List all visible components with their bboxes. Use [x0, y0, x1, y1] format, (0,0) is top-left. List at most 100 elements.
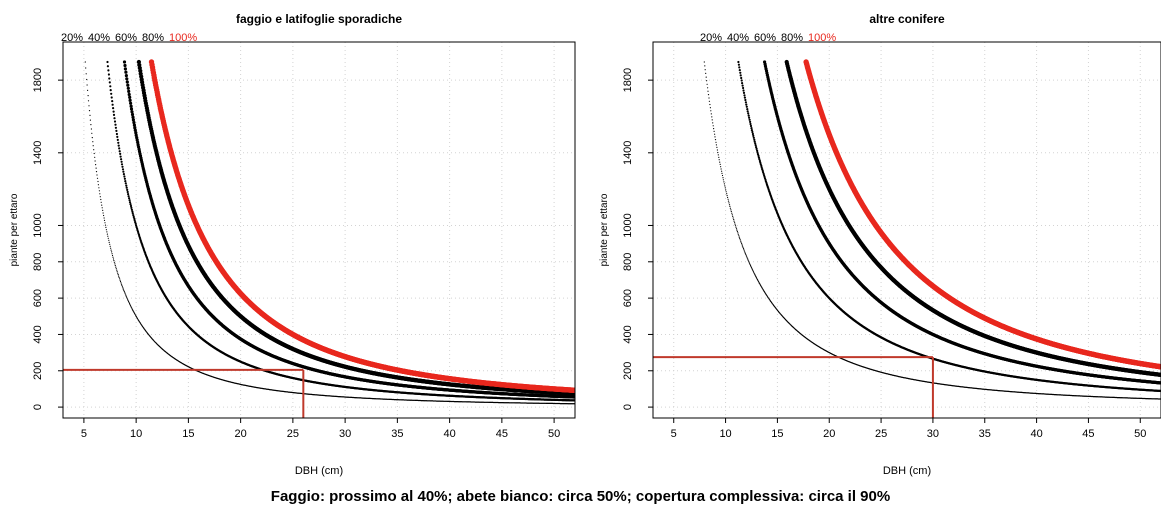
data-point	[721, 174, 724, 177]
data-point	[705, 72, 707, 74]
data-point	[88, 110, 91, 112]
series-20pct	[703, 61, 1161, 400]
data-point	[112, 107, 115, 110]
data-point	[725, 189, 727, 191]
data-point	[84, 61, 86, 63]
data-point	[126, 190, 129, 194]
x-tick-label: 45	[496, 428, 508, 440]
data-point	[110, 92, 113, 95]
data-point	[705, 76, 707, 78]
data-point	[108, 77, 111, 80]
data-point	[713, 130, 715, 132]
data-point	[85, 67, 87, 69]
data-point	[125, 80, 129, 84]
data-point	[131, 210, 134, 213]
data-point	[132, 214, 135, 217]
data-point	[123, 290, 125, 293]
data-point	[126, 86, 130, 90]
data-point	[720, 166, 722, 168]
data-point	[127, 195, 130, 198]
data-point	[716, 146, 718, 148]
data-point	[130, 208, 133, 211]
data-point	[91, 132, 93, 134]
data-point	[722, 179, 725, 181]
data-point	[98, 190, 100, 192]
series-label: 60%	[754, 32, 776, 44]
data-point	[115, 129, 118, 132]
data-point	[128, 201, 132, 204]
data-point	[715, 144, 718, 146]
data-point	[129, 104, 133, 108]
curves	[703, 59, 1161, 400]
data-point	[114, 126, 117, 129]
data-point	[128, 98, 132, 102]
data-point	[120, 283, 123, 285]
data-point	[120, 163, 124, 166]
data-point	[103, 219, 106, 221]
data-point	[96, 177, 99, 179]
data-point	[87, 95, 89, 97]
data-point	[710, 110, 712, 112]
data-point	[106, 233, 108, 235]
data-point	[99, 193, 101, 195]
data-point	[111, 103, 114, 106]
y-tick-label: 200	[32, 362, 44, 380]
data-point	[89, 119, 91, 121]
data-point	[112, 258, 115, 260]
data-point	[107, 73, 110, 76]
chart-title: faggio e latifoglie sporadiche	[236, 12, 402, 26]
data-point	[717, 151, 719, 154]
data-point	[126, 296, 128, 298]
data-point	[86, 84, 88, 86]
data-point	[93, 149, 95, 151]
data-point	[716, 149, 719, 151]
data-point	[92, 145, 94, 147]
data-point	[120, 158, 123, 161]
data-point	[123, 289, 125, 291]
data-point	[117, 141, 120, 144]
data-point	[90, 124, 92, 126]
data-point	[126, 297, 128, 299]
data-point	[734, 223, 736, 225]
series-label: 100%	[169, 32, 197, 44]
data-point	[113, 117, 116, 120]
data-point	[719, 161, 721, 163]
data-point	[117, 272, 119, 274]
data-point	[100, 201, 102, 203]
data-point	[131, 308, 133, 310]
data-point	[119, 279, 121, 281]
data-point	[130, 110, 134, 114]
data-point	[110, 247, 112, 249]
data-point	[128, 302, 131, 304]
data-point	[734, 222, 736, 224]
data-point	[703, 61, 705, 63]
data-point	[126, 188, 129, 191]
data-point	[726, 195, 728, 197]
data-point	[117, 274, 119, 276]
data-point	[125, 294, 127, 296]
data-point	[113, 120, 117, 123]
data-point	[124, 70, 128, 74]
data-point	[707, 90, 709, 92]
data-point	[108, 81, 111, 84]
data-point	[717, 154, 719, 156]
data-point	[733, 219, 735, 221]
y-tick-label: 0	[32, 404, 44, 410]
data-point	[128, 197, 131, 200]
data-point	[709, 103, 711, 106]
data-point	[87, 89, 89, 91]
data-point	[728, 204, 731, 206]
data-point	[126, 83, 130, 87]
data-point	[115, 268, 117, 270]
data-point	[111, 251, 113, 253]
data-point	[131, 307, 133, 309]
data-point	[125, 186, 128, 189]
data-point	[116, 269, 118, 271]
data-point	[110, 96, 113, 99]
data-point	[112, 110, 115, 113]
data-point	[720, 168, 722, 170]
data-point	[116, 138, 119, 141]
data-point	[128, 301, 130, 303]
